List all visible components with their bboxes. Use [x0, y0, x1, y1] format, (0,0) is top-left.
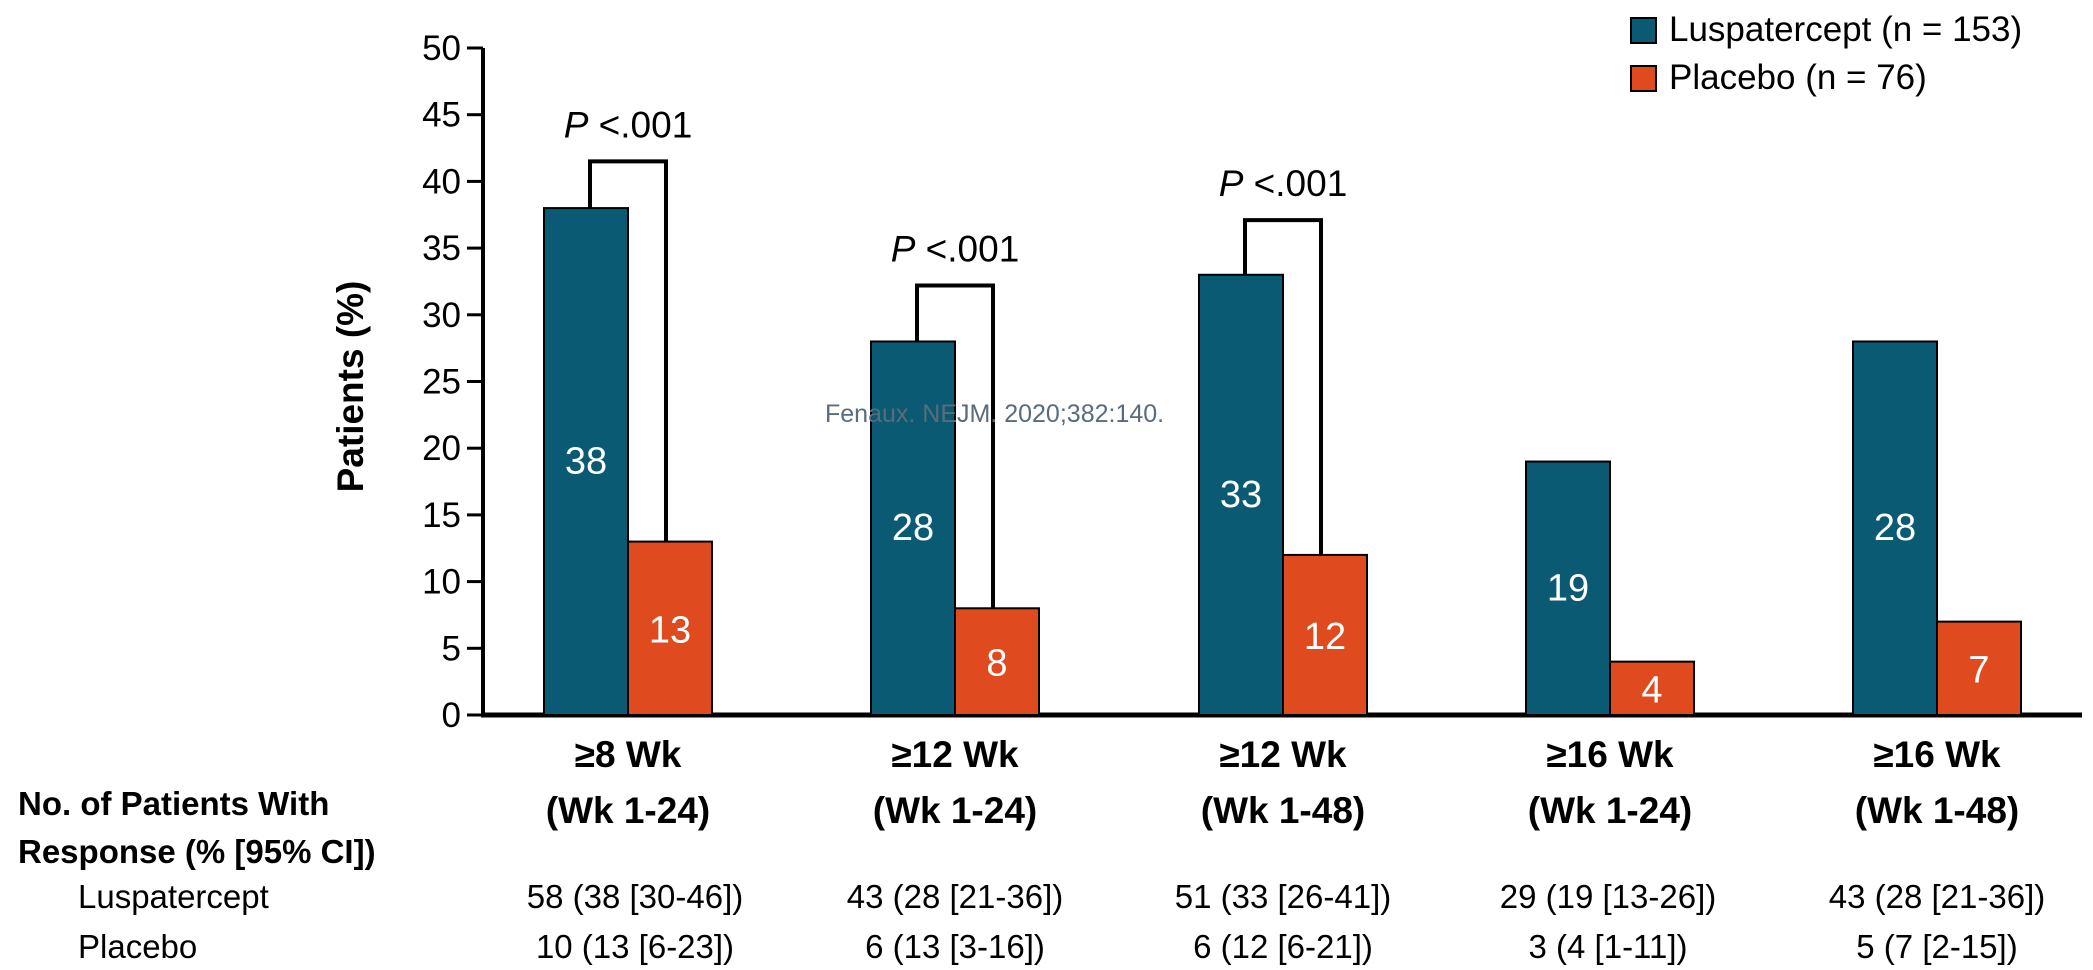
y-tick-label: 50: [422, 29, 461, 68]
response-table-title-line-1: No. of Patients With: [18, 785, 330, 822]
bar-placebo: [1936, 620, 2022, 716]
bar-value-label: 8: [986, 643, 1007, 685]
y-tick-label: 45: [422, 96, 461, 135]
bar-value-label: 33: [1220, 474, 1262, 516]
table-cell-placebo-4: 3 (4 [1-11]): [1528, 928, 1688, 965]
x-tick-label: (Wk 1-48): [1855, 790, 2019, 831]
x-tick-label: (Wk 1-24): [1528, 790, 1692, 831]
significance-bracket: [915, 283, 995, 609]
significance-bracket: [1243, 218, 1323, 555]
bar-luspatercept: [543, 207, 629, 717]
x-tick-label: ≥8 Wk: [575, 734, 682, 775]
y-tick-label: 30: [422, 296, 461, 335]
p-value-label: P <.001: [1219, 163, 1348, 204]
x-tick-label: ≥12 Wk: [891, 734, 1019, 775]
table-cell-luspatercept-5: 43 (28 [21-36]): [1828, 878, 2046, 915]
legend-swatch-luspatercept: [1630, 16, 1657, 44]
y-tick-label: 20: [422, 429, 461, 468]
response-table-title-line-2: Response (% [95% CI]): [18, 833, 376, 870]
y-tick-label: 5: [442, 629, 461, 668]
bar-value-label: 12: [1304, 616, 1346, 658]
table-cell-luspatercept-2: 43 (28 [21-36]): [846, 878, 1064, 915]
y-tick-label: 35: [422, 229, 461, 268]
significance-bracket: [588, 159, 668, 542]
bar-luspatercept: [870, 340, 956, 716]
table-cell-placebo-2: 6 (13 [3-16]): [865, 928, 1045, 965]
y-tick-label: 15: [422, 496, 461, 535]
x-tick-label: (Wk 1-48): [1201, 790, 1365, 831]
table-cell-luspatercept-3: 51 (33 [26-41]): [1174, 878, 1392, 915]
bar-luspatercept: [1852, 340, 1938, 716]
bar-value-label: 4: [1641, 669, 1662, 711]
bar-value-label: 19: [1547, 567, 1589, 609]
x-tick-label: (Wk 1-24): [546, 790, 710, 831]
legend: Luspatercept (n = 153) Placebo (n = 76): [1630, 6, 2022, 102]
legend-label-placebo: Placebo (n = 76): [1669, 58, 1927, 97]
bar-placebo: [627, 540, 713, 717]
bar-value-label: 28: [892, 507, 934, 549]
bar-value-label: 13: [649, 609, 691, 651]
y-tick-label: 10: [422, 563, 461, 602]
legend-item-placebo: Placebo (n = 76): [1630, 54, 2022, 102]
p-value-label: P <.001: [564, 104, 693, 145]
bar-placebo: [1282, 553, 1368, 716]
bar-value-label: 38: [565, 441, 607, 483]
table-cell-luspatercept-1: 58 (38 [30-46]): [526, 878, 744, 915]
y-axis-title: Patients (%): [330, 281, 371, 493]
x-tick-label: ≥12 Wk: [1219, 734, 1347, 775]
table-row-label-luspatercept: Luspatercept: [78, 878, 269, 915]
table-cell-placebo-5: 5 (7 [2-15]): [1856, 928, 2018, 965]
table-cell-luspatercept-4: 29 (19 [13-26]): [1499, 878, 1717, 915]
table-row-label-placebo: Placebo: [78, 928, 198, 965]
bar-value-label: 28: [1874, 507, 1916, 549]
legend-swatch-placebo: [1630, 64, 1657, 92]
bar-value-label: 7: [1968, 649, 1989, 691]
bar-placebo: [1609, 660, 1695, 717]
table-cell-placebo-1: 10 (13 [6-23]): [535, 928, 735, 965]
y-tick-label: 40: [422, 162, 461, 201]
p-value-label: P <.001: [891, 228, 1020, 269]
y-tick-label: 0: [442, 696, 461, 735]
bar-luspatercept: [1198, 273, 1284, 716]
legend-item-luspatercept: Luspatercept (n = 153): [1630, 6, 2022, 54]
y-tick-label: 25: [422, 363, 461, 402]
x-tick-label: (Wk 1-24): [873, 790, 1037, 831]
bar-luspatercept: [1525, 460, 1611, 717]
bar-placebo: [954, 607, 1040, 717]
legend-label-luspatercept: Luspatercept (n = 153): [1669, 10, 2023, 49]
citation-watermark: Fenaux. NEJM. 2020;382:140.: [825, 400, 1165, 428]
x-tick-label: ≥16 Wk: [1873, 734, 2001, 775]
x-tick-label: ≥16 Wk: [1546, 734, 1674, 775]
table-cell-placebo-3: 6 (12 [6-21]): [1193, 928, 1373, 965]
response-table-title: No. of Patients With Response (% [95% CI…: [18, 780, 376, 876]
